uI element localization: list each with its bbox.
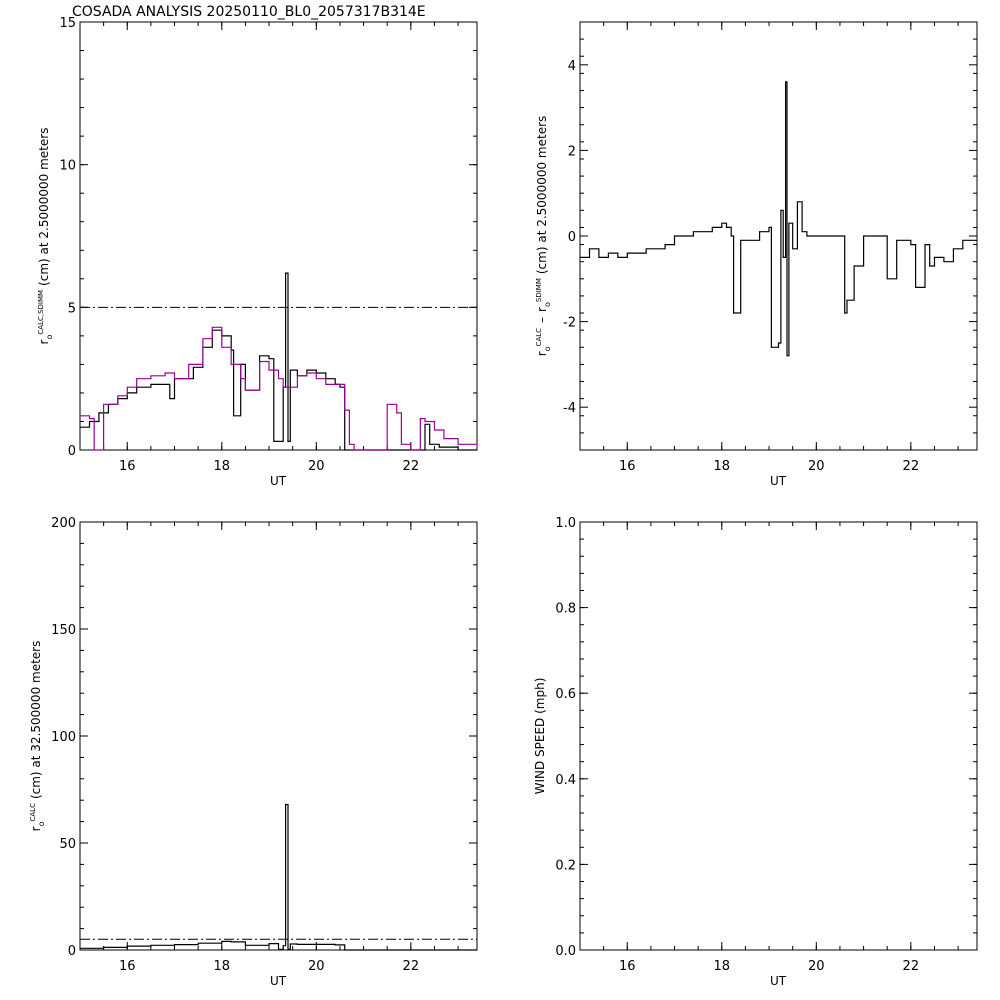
y-tick-label: 0 [568,230,576,245]
y-tick-label: -2 [563,316,576,331]
x-axis-label: UT [770,974,787,988]
x-tick-label: 22 [903,959,920,974]
series-line-0 [80,803,477,951]
y-tick-label: 0 [68,944,76,959]
panel-ro-calc-32m: 16 18 20 22 0 50 100 150 200 UT roCALC (cm) at 32… [29,516,478,988]
x-tick-label: 18 [714,959,731,974]
y-axis-label: roCALC,SDIMM (cm) at 2.5000000 meters [37,128,54,345]
y-axis-label: roCALC (cm) at 32.500000 meters [29,641,46,832]
y-label-b: r [535,307,549,312]
y-tick-label: 1.0 [555,516,576,531]
x-tick-label: 18 [214,959,231,974]
plot-area [80,272,478,451]
plot-frame [79,521,478,951]
y-label-b-sup: SDIMM [535,278,543,302]
y-label-a-sup: CALC [535,328,543,347]
x-tick-label: 20 [308,959,325,974]
y-label-b-sub: o [543,302,552,307]
axes: 16 18 20 22 -4 -2 0 2 4 [563,21,977,474]
y-label-sup: CALC [29,803,37,822]
y-tick-label: 0.0 [555,944,576,959]
y-axis-label: WIND SPEED (mph) [533,678,547,795]
x-tick-label: 20 [308,459,325,474]
y-tick-label: 0.4 [555,773,576,788]
x-axis-label: UT [270,974,287,988]
y-label-dash: – [535,317,549,323]
panel-ro-calc-sdimm: 16 18 20 22 0 5 10 15 UT roCALC,SDIMM (cm) at 2.… [37,16,478,488]
plot-area [580,81,977,357]
y-tick-label: 0.6 [555,687,576,702]
y-tick-label: 5 [68,301,76,316]
y-label-a-sub: o [543,346,552,351]
plot-area [80,803,477,951]
y-tick-label: 100 [51,730,76,745]
y-tick-label: 50 [59,837,76,852]
x-axis-label: UT [770,474,787,488]
x-tick-label: 16 [619,959,636,974]
y-label-main: r [37,339,51,344]
y-label-a: r [535,351,549,356]
axes: 16 18 20 22 0.0 0.2 0.4 0.6 0.8 1.0 [555,516,977,974]
x-tick-label: 18 [214,459,231,474]
x-tick-label: 16 [119,959,136,974]
y-tick-label: 2 [568,144,576,159]
y-tick-label: 150 [51,623,76,638]
y-tick-label: 10 [59,159,76,174]
figure-title: COSADA ANALYSIS 20250110_BL0_2057317B314… [72,4,426,20]
y-tick-label: 0 [68,444,76,459]
y-tick-label: 0.8 [555,602,576,617]
series-line-0 [80,272,477,451]
y-tick-label: 4 [568,59,576,74]
y-label-sub: o [37,821,46,826]
plot-frame [79,21,478,451]
y-label-main: r [29,826,43,831]
x-tick-label: 18 [714,459,731,474]
series-line-1 [80,326,478,451]
x-tick-label: 22 [403,959,420,974]
x-tick-label: 16 [119,459,136,474]
x-tick-label: 16 [619,459,636,474]
x-tick-label: 22 [403,459,420,474]
series-line-0 [580,81,977,357]
axes: 16 18 20 22 0 50 100 150 200 [51,516,477,974]
plot-frame [579,21,978,451]
y-label-rest: (cm) at 2.5000000 meters [535,116,549,274]
y-label-rest: (cm) at 2.5000000 meters [37,128,51,286]
y-axis-label: roCALC–roSDIMM(cm) at 2.5000000 meters [535,116,552,357]
y-label-sub: o [45,335,54,340]
y-tick-label: 15 [59,16,76,31]
y-tick-label: 0.2 [555,858,576,873]
x-tick-label: 22 [903,459,920,474]
x-axis-label: UT [270,474,287,488]
plot-frame [579,521,978,951]
x-tick-label: 20 [808,459,825,474]
y-tick-label: -4 [563,401,576,416]
y-label-rest: (cm) at 32.500000 meters [29,641,43,799]
panel-wind-speed: 16 18 20 22 0.0 0.2 0.4 0.6 0.8 1.0 UT WIND SPEED… [533,516,978,988]
x-tick-label: 20 [808,959,825,974]
axes: 16 18 20 22 0 5 10 15 [59,16,477,474]
y-label-sup: CALC,SDIMM [37,290,45,335]
y-tick-label: 200 [51,516,76,531]
